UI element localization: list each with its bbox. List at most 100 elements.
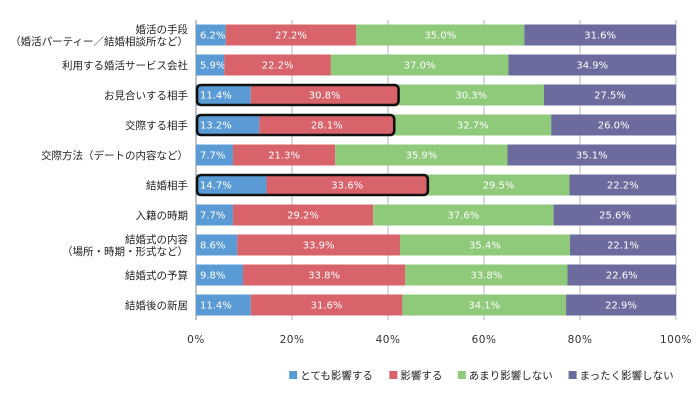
bar-value-label: 22.9% <box>605 301 637 312</box>
bar-segment <box>551 114 676 136</box>
category-label: 利用する婚活サービス会社 <box>62 59 188 72</box>
bar-value-label: 13.2% <box>200 121 232 132</box>
bar-value-label: 11.4% <box>200 301 232 312</box>
bar-value-label: 22.6% <box>606 271 638 282</box>
legend-swatch <box>568 371 577 379</box>
bar-segment <box>196 174 267 196</box>
x-tick-label: 100% <box>660 334 692 346</box>
category-label: 結婚相手 <box>146 179 188 192</box>
bar-value-label: 26.0% <box>598 121 630 132</box>
category-label: お見合いする相手 <box>104 89 188 102</box>
bar-segment <box>250 84 399 106</box>
x-tick-label: 0% <box>187 334 205 346</box>
bar-segment <box>243 264 406 286</box>
legend-swatch <box>457 371 466 379</box>
bar-segment <box>356 24 525 46</box>
bar-segment <box>196 234 238 256</box>
bar-segment <box>569 174 676 196</box>
bar-value-label: 31.6% <box>584 31 616 42</box>
bar-segment <box>237 234 400 256</box>
legend-swatch <box>389 371 398 379</box>
bar-value-label: 35.4% <box>469 241 501 252</box>
bar-segment <box>196 114 260 136</box>
bar-segment <box>196 294 251 316</box>
bar-value-label: 29.5% <box>483 181 515 192</box>
bar-value-label: 6.2% <box>200 31 225 42</box>
x-tick-label: 60% <box>472 334 497 346</box>
bar-value-label: 27.2% <box>275 31 307 42</box>
bar-segment <box>398 84 544 106</box>
bar-value-label: 27.5% <box>594 91 626 102</box>
bar-segment <box>196 84 251 106</box>
bar-segment <box>569 234 676 256</box>
bar-segment <box>266 174 428 196</box>
bar-segment <box>259 114 395 136</box>
bar-value-label: 22.2% <box>607 181 639 192</box>
category-label: 入籍の時期 <box>136 209 189 222</box>
bar-segment <box>524 24 676 46</box>
bar-value-label: 33.6% <box>331 181 363 192</box>
bar-segment <box>567 264 676 286</box>
highlight-outline <box>195 83 400 107</box>
bar-segment <box>196 144 233 166</box>
legend-label: まったく影響しない <box>580 369 674 382</box>
bar-value-label: 31.6% <box>311 301 343 312</box>
category-label: 結婚後の新居 <box>125 299 188 312</box>
bar-value-label: 35.9% <box>405 151 437 162</box>
bar-value-label: 25.6% <box>599 211 631 222</box>
x-axis-ticks: 0% 20% 40% 60% 80% 100% <box>187 334 692 346</box>
bar-value-label: 14.7% <box>200 181 232 192</box>
category-label: （婚活パーティー／結婚相談所など） <box>10 35 188 48</box>
category-label: 交際する相手 <box>125 119 188 132</box>
legend: とても影響する 影響する あまり影響しない まったく影響しない <box>289 369 674 382</box>
legend-label: とても影響する <box>300 369 373 382</box>
x-tick-label: 20% <box>280 334 305 346</box>
category-label: 結婚式の内容 <box>125 233 188 246</box>
bar-value-label: 5.9% <box>200 61 225 72</box>
bar-segment <box>566 294 676 316</box>
bar-segment <box>394 114 552 136</box>
bar-value-label: 34.1% <box>468 301 500 312</box>
x-tick-label: 80% <box>568 334 593 346</box>
x-tick-label: 40% <box>376 334 401 346</box>
bar-segment <box>250 294 403 316</box>
bar-value-label: 37.0% <box>404 61 436 72</box>
bar-segment <box>330 54 509 76</box>
category-labels: 婚活の手段（婚活パーティー／結婚相談所など） 利用する婚活サービス会社お見合いする… <box>10 23 188 312</box>
bar-segment <box>224 54 331 76</box>
legend-label: 影響する <box>400 369 442 382</box>
bar-segment <box>427 174 570 196</box>
bar-segment <box>544 84 676 106</box>
bar-segment <box>232 144 336 166</box>
legend-swatch <box>289 371 298 379</box>
bar-value-label: 29.2% <box>287 211 319 222</box>
bar-value-label: 30.3% <box>455 91 487 102</box>
bar-value-label: 7.7% <box>200 211 225 222</box>
bar-segment <box>232 204 374 226</box>
bar-segment <box>196 204 233 226</box>
bar-value-label: 33.9% <box>303 241 335 252</box>
bar-segment <box>507 144 676 166</box>
bar-segment <box>400 234 570 256</box>
bar-value-label: 22.1% <box>607 241 639 252</box>
bar-value-label: 9.8% <box>200 271 225 282</box>
category-label: 交際方法（デートの内容など） <box>41 149 188 162</box>
highlight-outline <box>195 173 430 197</box>
category-label: 結婚式の予算 <box>125 269 188 282</box>
bar-value-label: 8.6% <box>200 241 225 252</box>
category-label: （場所・時期・形式など） <box>62 245 188 258</box>
bars-layer: 6.2% 27.2% 35.0% 31.6% 5.9% 22.2% 37.0% 34.9% 11… <box>195 24 677 316</box>
bar-segment <box>196 54 225 76</box>
bar-value-label: 33.8% <box>471 271 503 282</box>
bar-segment <box>196 24 226 46</box>
bar-segment <box>402 294 567 316</box>
category-label: 婚活の手段 <box>136 23 189 36</box>
bar-segment <box>405 264 568 286</box>
bar-segment <box>508 54 676 76</box>
bar-value-label: 28.1% <box>311 121 343 132</box>
legend-label: あまり影響しない <box>469 369 553 382</box>
bar-value-label: 35.0% <box>424 31 456 42</box>
bar-segment <box>553 204 677 226</box>
bar-value-label: 34.9% <box>576 61 608 72</box>
